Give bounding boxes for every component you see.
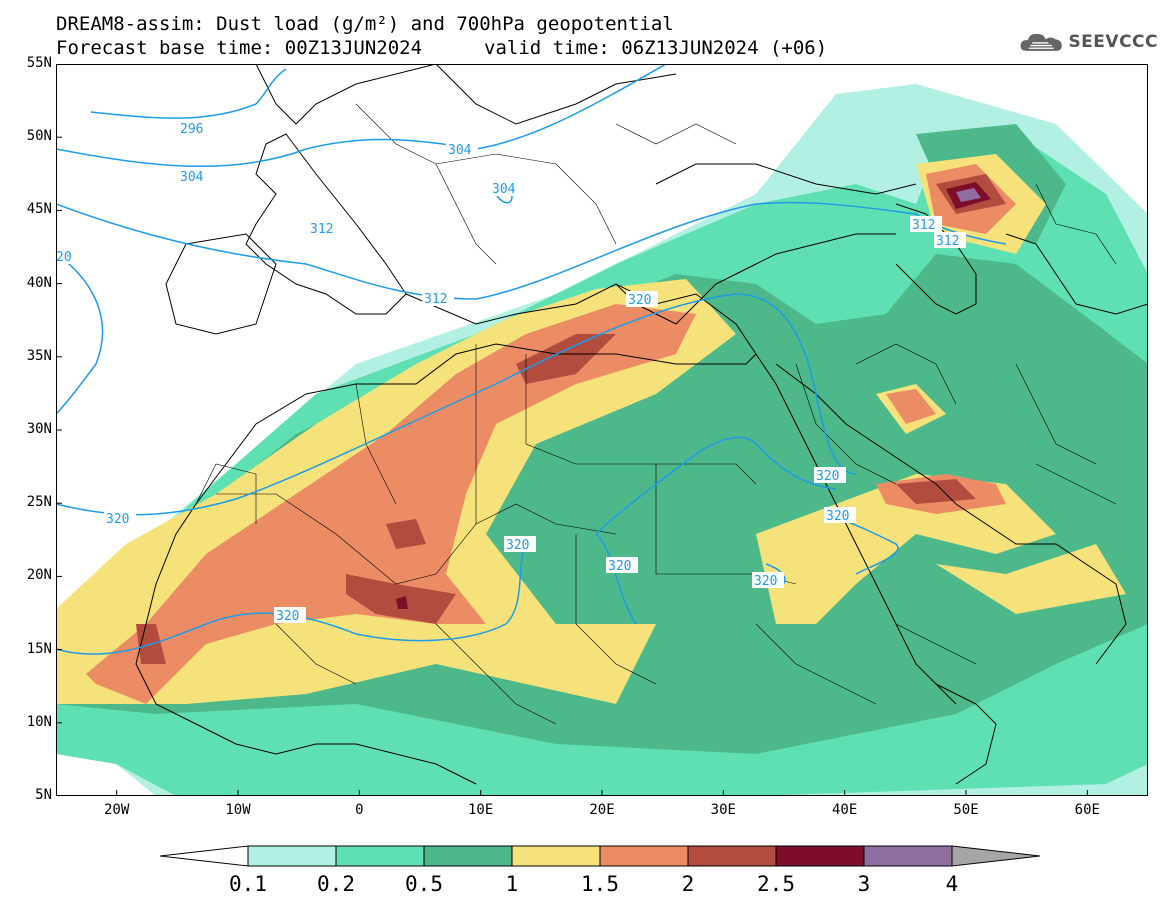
dust-layer-2 <box>136 174 1006 664</box>
svg-text:296: 296 <box>180 122 203 137</box>
lat-tick-label: 15N <box>26 640 52 657</box>
map-title: DREAM8-assim: Dust load (g/m²) and 700hP… <box>56 13 674 35</box>
geopotential-contours <box>56 64 1007 655</box>
lat-tick-label: 20N <box>26 567 52 584</box>
lat-tick-label: 50N <box>26 128 52 145</box>
lat-tick-label: 55N <box>26 55 52 71</box>
seevccc-logo: SEEVCCC <box>1018 26 1158 58</box>
colorbar-level-label: 3 <box>857 872 871 896</box>
lat-tick-label: 5N <box>35 787 52 803</box>
colorbar-swatch <box>247 845 337 867</box>
colorbar-level-label: 0.5 <box>405 872 443 896</box>
forecast-base-time: Forecast base time: 00Z13JUN2024 <box>56 37 423 59</box>
colorbar <box>160 845 1040 867</box>
lon-tick-label: 40E <box>832 802 858 818</box>
svg-text:312: 312 <box>424 292 447 307</box>
colorbar-swatch <box>511 845 601 867</box>
colorbar-level-label: 2 <box>681 872 695 896</box>
svg-text:320: 320 <box>826 509 849 524</box>
colorbar-level-label: 4 <box>945 872 959 896</box>
contour-labels: 296 304 304 304 312 312 312 312 320 320 … <box>56 120 966 624</box>
lon-tick-label: 10W <box>225 802 251 818</box>
dust-map: 296 304 304 304 312 312 312 312 320 320 … <box>56 64 1148 796</box>
colorbar-level-label: 1 <box>505 872 519 896</box>
colorbar-end-right <box>951 845 1040 867</box>
cloud-icon <box>1020 33 1062 51</box>
colorbar-level-label: 0.2 <box>317 872 355 896</box>
svg-text:320: 320 <box>628 293 651 308</box>
colorbar-end-left <box>160 845 249 867</box>
colorbar-level-label: 2.5 <box>757 872 795 896</box>
dust-layer-3 <box>956 188 981 202</box>
svg-text:320: 320 <box>608 559 631 574</box>
lon-tick-label: 30E <box>710 802 736 818</box>
colorbar-swatch <box>687 845 777 867</box>
lon-tick-label: 60E <box>1074 802 1100 818</box>
logo-text: SEEVCCC <box>1068 32 1158 52</box>
valid-time: valid time: 06Z13JUN2024 (+06) <box>484 37 828 59</box>
lon-tick-label: 20W <box>104 802 130 818</box>
lat-tick-label: 25N <box>26 494 52 511</box>
colorbar-swatch <box>775 845 865 867</box>
colorbar-swatch <box>423 845 513 867</box>
svg-text:320: 320 <box>816 469 839 484</box>
svg-text:304: 304 <box>180 170 204 185</box>
lat-tick-label: 40N <box>26 274 52 291</box>
svg-text:304: 304 <box>448 143 472 158</box>
coastlines <box>135 64 1148 785</box>
lon-tick-label: 20E <box>589 802 615 818</box>
axis-ticks <box>56 64 1088 796</box>
svg-text:312: 312 <box>310 222 333 237</box>
svg-text:312: 312 <box>936 234 959 249</box>
colorbar-level-label: 0.1 <box>229 872 267 896</box>
colorbar-swatch <box>599 845 689 867</box>
lon-tick-label: 50E <box>953 802 979 818</box>
svg-text:320: 320 <box>276 609 299 624</box>
lat-tick-label: 30N <box>26 421 52 437</box>
colorbar-swatch <box>863 845 953 867</box>
svg-text:320: 320 <box>754 574 777 589</box>
lat-tick-label: 35N <box>26 347 52 364</box>
svg-text:312: 312 <box>912 218 935 233</box>
colorbar-swatch <box>335 845 425 867</box>
lon-tick-label: 10E <box>468 802 494 818</box>
svg-text:320: 320 <box>506 538 529 553</box>
lon-tick-label: 0 <box>355 802 364 818</box>
svg-text:20: 20 <box>56 250 72 265</box>
lat-tick-label: 45N <box>26 201 52 218</box>
colorbar-level-label: 1.5 <box>581 872 619 896</box>
svg-text:304: 304 <box>492 182 516 197</box>
lat-tick-label: 10N <box>26 713 52 730</box>
svg-text:320: 320 <box>106 512 129 527</box>
